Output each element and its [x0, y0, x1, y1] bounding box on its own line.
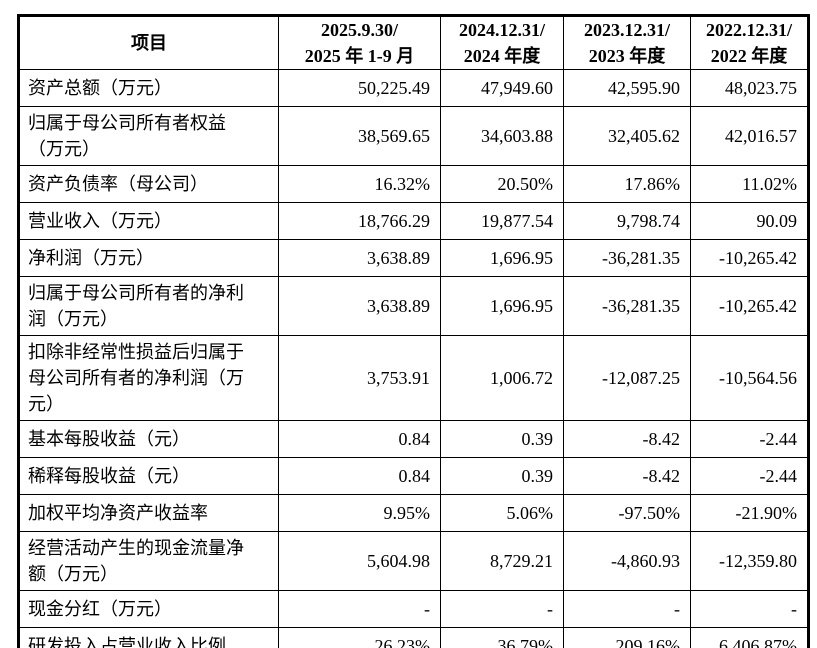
column-header-line2: 2022 年度	[710, 46, 788, 66]
value-cell: 1,696.95	[440, 239, 564, 277]
value-cell: 5.06%	[440, 494, 564, 532]
value-cell: 50,225.49	[278, 69, 441, 107]
column-header-line1: 2022.12.31/	[705, 20, 792, 40]
item-cell: 营业收入（万元）	[18, 202, 279, 240]
item-cell: 稀释每股收益（元）	[18, 457, 279, 495]
column-header-label: 项目	[131, 33, 167, 53]
value-cell: -	[278, 590, 441, 628]
value-cell: -10,564.56	[690, 335, 809, 421]
value-cell: 36.79%	[440, 627, 564, 648]
table-row: 经营活动产生的现金流量净额（万元） 5,604.98 8,729.21 -4,8…	[18, 531, 809, 591]
value-cell: 18,766.29	[278, 202, 441, 240]
value-cell: 0.39	[440, 457, 564, 495]
value-cell: 48,023.75	[690, 69, 809, 107]
header-row: 项目 2025.9.30/ 2025 年 1-9 月 2024.12.31/ 2…	[18, 15, 809, 70]
value-cell: -	[690, 590, 809, 628]
value-cell: 9.95%	[278, 494, 441, 532]
value-cell: 0.39	[440, 420, 564, 458]
value-cell: -	[563, 590, 691, 628]
item-cell: 归属于母公司所有者权益（万元）	[18, 106, 279, 166]
item-cell: 基本每股收益（元）	[18, 420, 279, 458]
value-cell: 38,569.65	[278, 106, 441, 166]
value-cell: 6,406.87%	[690, 627, 809, 648]
item-cell: 资产总额（万元）	[18, 69, 279, 107]
value-cell: 8,729.21	[440, 531, 564, 591]
value-cell: 17.86%	[563, 165, 691, 203]
value-cell: 3,638.89	[278, 239, 441, 277]
value-cell: 0.84	[278, 420, 441, 458]
item-cell: 现金分红（万元）	[18, 590, 279, 628]
item-cell: 扣除非经常性损益后归属于母公司所有者的净利润（万元）	[18, 335, 279, 421]
value-cell: -8.42	[563, 457, 691, 495]
value-cell: 32,405.62	[563, 106, 691, 166]
item-cell: 资产负债率（母公司）	[18, 165, 279, 203]
value-cell: -2.44	[690, 457, 809, 495]
value-cell: 16.32%	[278, 165, 441, 203]
value-cell: -36,281.35	[563, 239, 691, 277]
table-row: 归属于母公司所有者的净利润（万元） 3,638.89 1,696.95 -36,…	[18, 276, 809, 336]
value-cell: -36,281.35	[563, 276, 691, 336]
column-header-line2: 2023 年度	[588, 46, 666, 66]
column-header-2025: 2025.9.30/ 2025 年 1-9 月	[278, 15, 441, 70]
item-cell: 归属于母公司所有者的净利润（万元）	[18, 276, 279, 336]
value-cell: -	[440, 590, 564, 628]
value-cell: 3,638.89	[278, 276, 441, 336]
value-cell: -10,265.42	[690, 276, 809, 336]
value-cell: 19,877.54	[440, 202, 564, 240]
value-cell: -12,359.80	[690, 531, 809, 591]
value-cell: 20.50%	[440, 165, 564, 203]
value-cell: 209.16%	[563, 627, 691, 648]
value-cell: 5,604.98	[278, 531, 441, 591]
table-row: 资产负债率（母公司） 16.32% 20.50% 17.86% 11.02%	[18, 165, 809, 203]
value-cell: 26.23%	[278, 627, 441, 648]
value-cell: 42,595.90	[563, 69, 691, 107]
column-header-line2: 2024 年度	[463, 46, 541, 66]
value-cell: 42,016.57	[690, 106, 809, 166]
table-row: 稀释每股收益（元） 0.84 0.39 -8.42 -2.44	[18, 457, 809, 495]
table-row: 扣除非经常性损益后归属于母公司所有者的净利润（万元） 3,753.91 1,00…	[18, 335, 809, 421]
column-header-2024: 2024.12.31/ 2024 年度	[440, 15, 564, 70]
value-cell: 9,798.74	[563, 202, 691, 240]
value-cell: -97.50%	[563, 494, 691, 532]
table-row: 基本每股收益（元） 0.84 0.39 -8.42 -2.44	[18, 420, 809, 458]
column-header-line2: 2025 年 1-9 月	[304, 46, 415, 66]
column-header-line1: 2025.9.30/	[320, 20, 398, 40]
item-cell: 净利润（万元）	[18, 239, 279, 277]
value-cell: -8.42	[563, 420, 691, 458]
column-header-item: 项目	[18, 15, 279, 70]
value-cell: 1,006.72	[440, 335, 564, 421]
value-cell: 3,753.91	[278, 335, 441, 421]
value-cell: -21.90%	[690, 494, 809, 532]
column-header-line1: 2023.12.31/	[583, 20, 670, 40]
table-row: 归属于母公司所有者权益（万元） 38,569.65 34,603.88 32,4…	[18, 106, 809, 166]
value-cell: 11.02%	[690, 165, 809, 203]
value-cell: 0.84	[278, 457, 441, 495]
table-row: 资产总额（万元） 50,225.49 47,949.60 42,595.90 4…	[18, 69, 809, 107]
financial-summary-table: 项目 2025.9.30/ 2025 年 1-9 月 2024.12.31/ 2…	[17, 14, 810, 648]
table-row: 研发投入占营业收入比例 26.23% 36.79% 209.16% 6,406.…	[18, 627, 809, 648]
table-row: 营业收入（万元） 18,766.29 19,877.54 9,798.74 90…	[18, 202, 809, 240]
column-header-2023: 2023.12.31/ 2023 年度	[563, 15, 691, 70]
item-cell: 经营活动产生的现金流量净额（万元）	[18, 531, 279, 591]
item-cell: 研发投入占营业收入比例	[18, 627, 279, 648]
value-cell: 1,696.95	[440, 276, 564, 336]
table-row: 净利润（万元） 3,638.89 1,696.95 -36,281.35 -10…	[18, 239, 809, 277]
value-cell: 90.09	[690, 202, 809, 240]
value-cell: -10,265.42	[690, 239, 809, 277]
column-header-2022: 2022.12.31/ 2022 年度	[690, 15, 809, 70]
value-cell: -2.44	[690, 420, 809, 458]
value-cell: -12,087.25	[563, 335, 691, 421]
value-cell: 47,949.60	[440, 69, 564, 107]
table-row: 现金分红（万元） - - - -	[18, 590, 809, 628]
column-header-line1: 2024.12.31/	[458, 20, 545, 40]
value-cell: -4,860.93	[563, 531, 691, 591]
item-cell: 加权平均净资产收益率	[18, 494, 279, 532]
value-cell: 34,603.88	[440, 106, 564, 166]
table-row: 加权平均净资产收益率 9.95% 5.06% -97.50% -21.90%	[18, 494, 809, 532]
